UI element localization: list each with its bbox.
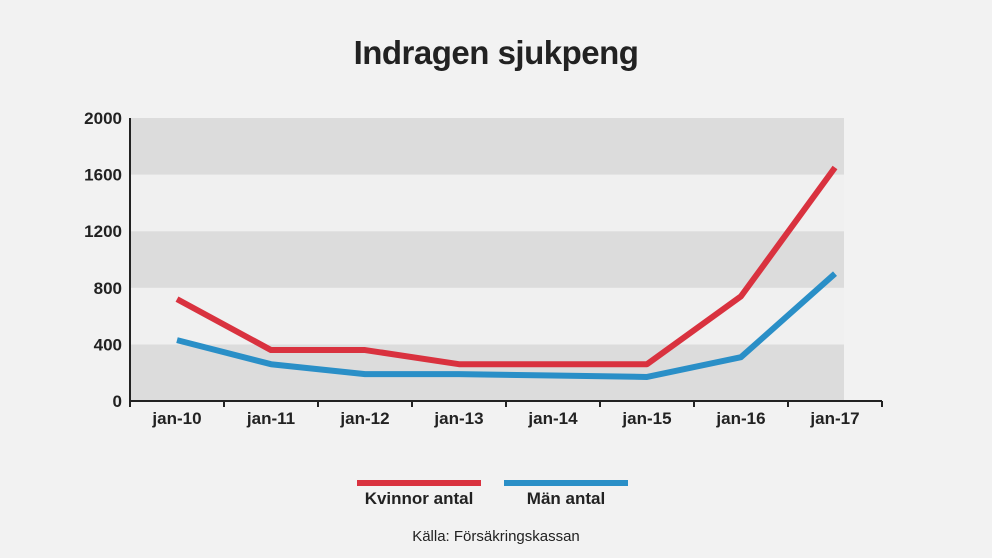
y-tick-label: 2000	[84, 109, 122, 128]
x-axis-ticks: jan-10 jan-11 jan-12 jan-13 jan-14 jan-15 jan-…	[151, 409, 859, 428]
y-tick-label: 800	[94, 279, 122, 298]
grid-band	[130, 231, 844, 288]
source-note: Källa: Försäkringskassan	[412, 528, 580, 545]
axes	[129, 118, 883, 407]
y-axis-ticks: 0 400 800 1200 1600 2000	[84, 109, 122, 411]
x-tick-label: jan-17	[809, 409, 859, 428]
grid-band	[130, 174, 844, 232]
legend-swatch-kvinnor	[357, 480, 481, 486]
legend-label-man: Män antal	[526, 489, 606, 508]
x-tick-label: jan-14	[527, 409, 578, 428]
series-line-man	[176, 271, 837, 380]
series-line-kvinnor	[175, 165, 838, 368]
y-tick-label: 1600	[84, 166, 122, 185]
x-tick-label: jan-11	[246, 409, 295, 428]
x-tick-label: jan-15	[621, 409, 671, 428]
legend-swatch-man	[504, 480, 628, 486]
grid-band	[130, 118, 844, 175]
x-tick-label: jan-13	[433, 409, 483, 428]
x-tick-label: jan-10	[151, 409, 201, 428]
series-lines	[175, 165, 838, 380]
background-bands	[130, 118, 844, 401]
chart-title: Indragen sjukpeng	[353, 34, 639, 71]
y-tick-label: 1200	[84, 222, 122, 241]
y-tick-label: 400	[94, 335, 122, 354]
legend: Kvinnor antal Män antal	[0, 480, 992, 520]
x-tick-label: jan-16	[715, 409, 765, 428]
y-tick-label: 0	[113, 392, 122, 411]
x-tick-label: jan-12	[339, 409, 389, 428]
legend-label-kvinnor: Kvinnor antal	[364, 489, 474, 508]
